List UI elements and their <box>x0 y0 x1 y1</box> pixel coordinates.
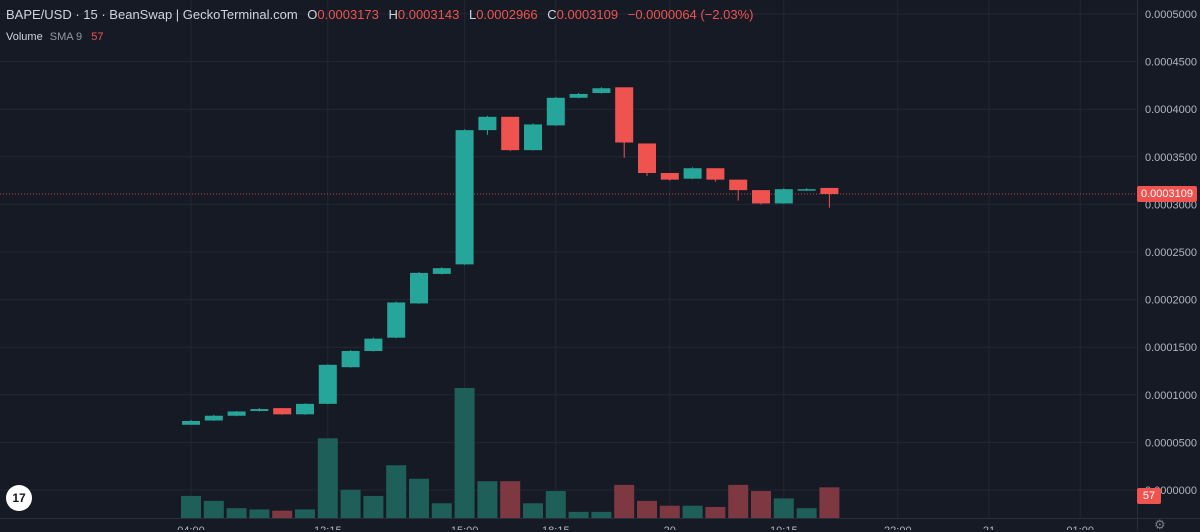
candle-body <box>524 124 542 151</box>
volume-bar <box>728 484 749 518</box>
candle-body <box>204 415 223 421</box>
y-tick-label: 0.0001000 <box>1145 390 1197 402</box>
x-tick-label: 20 <box>664 525 676 530</box>
low-value: 0.0002966 <box>476 7 538 22</box>
volume-bar <box>682 505 703 518</box>
candle-body <box>774 189 793 204</box>
x-tick-label: 15:00 <box>451 525 479 530</box>
volume-bar <box>409 478 429 518</box>
x-tick-label: 21 <box>983 525 995 530</box>
volume-bar <box>591 511 612 518</box>
y-tick-label: 0.0003500 <box>1145 152 1197 164</box>
volume-bar <box>568 511 589 518</box>
candle-body <box>227 411 246 416</box>
candle-body <box>387 302 406 338</box>
x-tick-label: 10:15 <box>770 525 798 530</box>
volume-bar <box>363 495 384 518</box>
volume-bar <box>545 491 566 518</box>
volume-bar <box>614 484 635 518</box>
volume-bar <box>431 503 452 518</box>
candle-body <box>797 189 816 191</box>
y-tick-label: 0.0000500 <box>1145 437 1197 449</box>
volume-legend[interactable]: Volume SMA 9 57 <box>6 31 103 43</box>
candle-body <box>569 93 588 98</box>
volume-bar <box>454 388 475 518</box>
symbol-legend: BAPE/USD · 15 · BeanSwap | GeckoTerminal… <box>6 7 754 22</box>
volume-bar <box>317 438 338 518</box>
volume-bar <box>203 500 224 518</box>
y-tick-label: 0.0001500 <box>1145 342 1197 354</box>
candle-body <box>410 272 428 304</box>
high-label: H <box>388 7 398 22</box>
open-label: O <box>307 7 318 22</box>
candle-body <box>546 97 565 126</box>
y-tick-label: 0.0004000 <box>1145 104 1197 116</box>
volume-label: Volume <box>6 31 43 43</box>
volume-sma-value: 57 <box>91 31 104 43</box>
volume-bar <box>181 495 201 518</box>
volume-bar <box>500 481 521 518</box>
candle-body <box>820 187 839 195</box>
candle-body <box>478 116 497 131</box>
candle-body <box>341 351 360 368</box>
low-label: L <box>468 7 477 22</box>
y-tick-label: 0.0002500 <box>1145 247 1197 259</box>
volume-bar <box>773 498 794 518</box>
candle-body <box>318 364 337 404</box>
change-value: −0.0000064 (−2.03%) <box>627 7 754 22</box>
candle-body <box>455 130 474 265</box>
y-tick-label: 0.0002000 <box>1145 295 1197 307</box>
candle-body <box>364 338 383 352</box>
candle-body <box>592 88 611 94</box>
x-tick-label: 01:00 <box>1066 525 1094 530</box>
symbol-title[interactable]: BAPE/USD · 15 · BeanSwap | GeckoTerminal… <box>6 7 298 22</box>
volume-bar <box>659 505 680 518</box>
last-price-tag: 0.0003109 <box>1137 186 1197 202</box>
volume-bar <box>637 500 657 518</box>
high-value: 0.0003143 <box>397 7 460 22</box>
volume-bar <box>819 487 840 518</box>
candle-body <box>182 420 200 425</box>
y-tick-label: 0.0004500 <box>1145 57 1197 69</box>
volume-bar <box>477 481 498 518</box>
volume-bar <box>272 510 293 518</box>
volume-bar <box>295 509 315 518</box>
volume-sma-label: SMA 9 <box>49 31 83 43</box>
candle-body <box>683 168 702 179</box>
candle-body <box>273 408 292 415</box>
volume-bar <box>226 508 247 518</box>
candle-body <box>501 116 520 151</box>
x-tick-label: 22:00 <box>884 525 912 530</box>
open-value: 0.0003173 <box>317 7 379 22</box>
y-tick-label: 0.0003000 <box>1145 199 1197 211</box>
y-tick-label: 0.0005000 <box>1145 9 1197 21</box>
volume-value-tag: 57 <box>1137 488 1161 504</box>
candle-body <box>432 268 451 274</box>
candle-body <box>752 190 770 204</box>
volume-bar <box>705 506 726 518</box>
x-tick-label: 04:00 <box>177 525 205 530</box>
volume-bar <box>751 491 771 518</box>
x-tick-label: 12:15 <box>314 525 342 530</box>
settings-icon[interactable]: ⚙ <box>1154 517 1166 532</box>
volume-bar <box>386 465 407 518</box>
candle-body <box>250 409 269 411</box>
candle-body <box>729 179 748 191</box>
x-tick-label: 18:15 <box>542 525 570 530</box>
candle-body <box>638 143 656 173</box>
volume-bar <box>796 508 817 518</box>
tradingview-logo-icon[interactable]: 17 <box>6 485 32 511</box>
candle-body <box>706 168 725 180</box>
close-value: 0.0003109 <box>556 7 619 22</box>
volume-bar <box>249 509 270 518</box>
volume-bar <box>523 503 543 518</box>
volume-bar <box>340 489 361 518</box>
candle-body <box>615 87 634 143</box>
candle-body <box>296 403 314 415</box>
candle-body <box>660 172 679 180</box>
close-label: C <box>547 7 557 22</box>
